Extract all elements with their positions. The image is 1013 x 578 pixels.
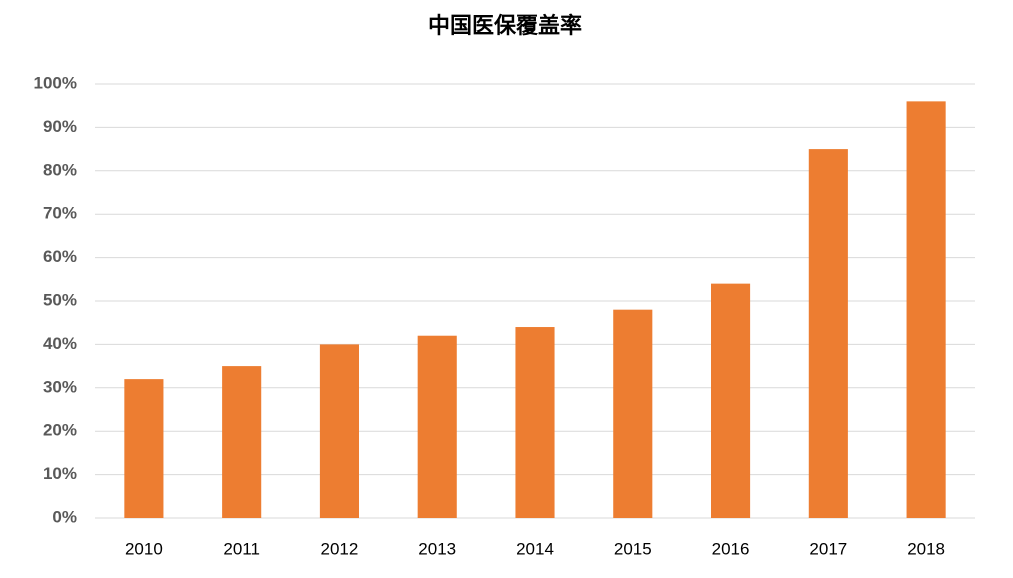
y-tick-label: 0% xyxy=(52,507,77,526)
bar xyxy=(711,283,751,518)
y-tick-label: 100% xyxy=(34,73,77,92)
x-tick-label: 2014 xyxy=(516,539,554,558)
x-tick-label: 2016 xyxy=(712,539,750,558)
y-tick-label: 70% xyxy=(43,204,77,223)
bar xyxy=(417,335,457,518)
x-tick-label: 2012 xyxy=(321,539,359,558)
y-tick-label: 60% xyxy=(43,247,77,266)
x-tick-label: 2017 xyxy=(809,539,847,558)
x-tick-label: 2013 xyxy=(418,539,456,558)
bar xyxy=(906,101,946,519)
x-tick-label: 2015 xyxy=(614,539,652,558)
bar xyxy=(613,309,653,518)
x-tick-label: 2011 xyxy=(223,539,260,558)
y-tick-label: 20% xyxy=(43,421,77,440)
y-tick-label: 10% xyxy=(43,464,77,483)
y-tick-label: 80% xyxy=(43,160,77,179)
bar xyxy=(222,366,262,518)
y-tick-label: 40% xyxy=(43,334,77,353)
bar xyxy=(515,327,555,518)
bar xyxy=(808,149,848,518)
y-tick-label: 30% xyxy=(43,377,77,396)
x-tick-label: 2018 xyxy=(907,539,945,558)
x-tick-label: 2010 xyxy=(125,539,163,558)
bar xyxy=(319,344,359,518)
y-tick-label: 50% xyxy=(43,290,77,309)
chart-title: 中国医保覆盖率 xyxy=(428,13,582,38)
bar xyxy=(124,379,164,518)
y-tick-label: 90% xyxy=(43,117,77,136)
